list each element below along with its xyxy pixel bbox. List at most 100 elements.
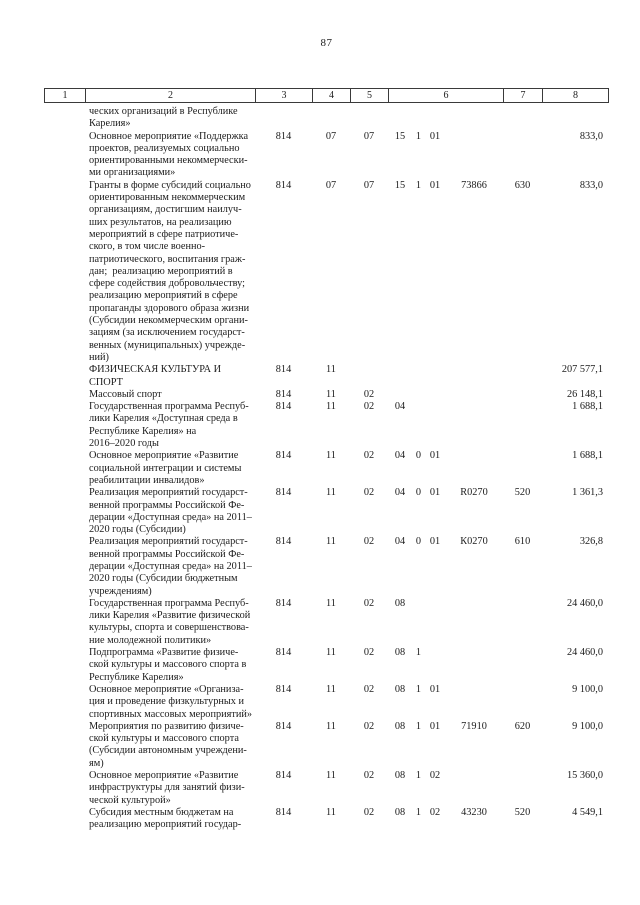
target-article-event	[425, 647, 445, 659]
cell-target-article: 04 0 01 К0270	[388, 536, 503, 548]
table-row: Массовый спорт 814 11 02 26 148,1	[44, 389, 609, 401]
cell-section-code: 11	[326, 401, 336, 413]
cell-subsection-code: 07	[363, 179, 375, 191]
cell-expense-type: 630	[514, 179, 531, 191]
cell-subsection-code: 02	[363, 683, 375, 695]
cell-expense-name: Массовый спорт	[89, 388, 162, 400]
cell-target-article: 08 1 01	[388, 684, 503, 696]
table-row: Гранты в форме субсидий социально ориент…	[44, 180, 609, 364]
target-article-event	[425, 598, 445, 610]
target-article-event: 01	[429, 179, 441, 191]
cell-subsection-code: 02	[363, 401, 375, 413]
target-article-direction	[445, 401, 503, 413]
target-article-event: 01	[429, 130, 441, 142]
cell-target-article: 08 1	[388, 647, 503, 659]
cell-grbs-code: 814	[275, 597, 292, 609]
target-article-program: 04	[394, 487, 406, 499]
column-header-7: 7	[504, 89, 543, 102]
cell-subsection-code: 02	[363, 536, 375, 548]
target-article-subprogram: 1	[415, 720, 422, 732]
column-header-6: 6	[389, 89, 504, 102]
page-number: 87	[320, 37, 333, 49]
cell-target-article: 15 1 01 73866	[388, 180, 503, 192]
cell-expense-name: Государственная программа Респуб- лики К…	[89, 597, 251, 646]
target-article-subprogram: 0	[415, 450, 422, 462]
cell-expense-name: Основное мероприятие «Поддержка проектов…	[89, 130, 249, 179]
target-article-direction	[445, 684, 503, 696]
budget-table: 1 2 3 4 5 6 7 8 ческих организаций в Рес…	[44, 88, 609, 832]
target-article-subprogram	[412, 401, 425, 413]
target-article-subprogram: 1	[415, 647, 422, 659]
cell-expense-name: Подпрограмма «Развитие физиче- ской куль…	[89, 647, 247, 683]
cell-expense-name: Гранты в форме субсидий социально ориент…	[89, 179, 251, 363]
table-row: Основное мероприятие «Организа- ция и пр…	[44, 684, 609, 721]
cell-subsection-code: 02	[363, 720, 375, 732]
cell-section-code: 11	[326, 450, 336, 462]
cell-section-code: 11	[326, 806, 336, 818]
target-article-event	[425, 401, 445, 413]
cell-section-code: 11	[326, 683, 336, 695]
table-row: Подпрограмма «Развитие физиче- ской куль…	[44, 647, 609, 684]
cell-expense-type: 520	[514, 487, 531, 499]
cell-amount: 1 688,1	[572, 401, 603, 413]
cell-amount: 1 361,3	[572, 487, 603, 499]
target-article-program: 08	[394, 770, 406, 782]
target-article-program: 15	[394, 179, 406, 191]
cell-amount: 24 460,0	[566, 597, 603, 609]
cell-section-code: 11	[326, 487, 336, 499]
cell-target-article: 08 1 02	[388, 770, 503, 782]
table-row: ФИЗИЧЕСКАЯ КУЛЬТУРА И СПОРТ 814 11 207 5…	[44, 364, 609, 389]
target-article-program: 04	[394, 536, 406, 548]
cell-expense-type: 520	[514, 806, 531, 818]
cell-target-article: 15 1 01	[388, 131, 503, 143]
cell-expense-name: ческих организаций в Республике Карелия»	[89, 106, 238, 130]
table-row: Основное мероприятие «Развитие инфрастру…	[44, 770, 609, 807]
cell-subsection-code: 02	[363, 450, 375, 462]
cell-target-article: 04 0 01	[388, 450, 503, 462]
target-article-event: 01	[429, 487, 441, 499]
target-article-program: 08	[394, 720, 406, 732]
cell-target-article: 04	[388, 401, 503, 413]
target-article-event: 01	[429, 450, 441, 462]
target-article-subprogram: 1	[415, 770, 422, 782]
target-article-subprogram: 1	[415, 806, 422, 818]
column-header-8: 8	[573, 90, 578, 101]
target-article-event: 01	[429, 683, 441, 695]
cell-expense-name: Основное мероприятие «Развитие социально…	[89, 450, 242, 486]
cell-grbs-code: 814	[275, 536, 292, 548]
cell-grbs-code: 814	[275, 364, 292, 376]
target-article-direction	[445, 131, 503, 143]
cell-target-article: 04 0 01 R0270	[388, 487, 503, 499]
cell-grbs-code: 814	[275, 487, 292, 499]
target-article-direction: 71910	[461, 720, 487, 732]
column-header-2: 2	[86, 89, 256, 102]
table-row: Основное мероприятие «Развитие социально…	[44, 450, 609, 487]
target-article-event: 02	[429, 770, 441, 782]
table-row: Государственная программа Респуб- лики К…	[44, 401, 609, 450]
cell-expense-name: Субсидия местным бюджетам на реализацию …	[89, 806, 242, 831]
cell-section-code: 07	[325, 130, 337, 142]
cell-amount: 833,0	[579, 130, 603, 142]
target-article-program: 08	[394, 806, 406, 818]
cell-amount: 9 100,0	[572, 683, 603, 695]
target-article-subprogram	[412, 598, 425, 610]
target-article-program: 08	[394, 647, 406, 659]
cell-subsection-code: 02	[363, 597, 375, 609]
cell-section-code: 11	[326, 536, 336, 548]
cell-grbs-code: 814	[275, 806, 292, 818]
target-article-subprogram: 0	[415, 536, 422, 548]
cell-grbs-code: 814	[275, 401, 292, 413]
cell-amount: 15 360,0	[566, 770, 603, 782]
cell-subsection-code: 07	[363, 130, 375, 142]
target-article-subprogram: 0	[415, 487, 422, 499]
cell-expense-name: Реализация мероприятий государст- венной…	[89, 487, 252, 536]
cell-target-article: 08 1 01 71910	[388, 721, 503, 733]
table-row: Реализация мероприятий государст- венной…	[44, 487, 609, 536]
column-header-1: 1	[45, 89, 86, 102]
target-article-subprogram: 1	[415, 683, 422, 695]
cell-subsection-code: 02	[363, 770, 375, 782]
cell-section-code: 11	[326, 388, 336, 400]
target-article-program: 04	[394, 450, 406, 462]
target-article-direction	[445, 770, 503, 782]
column-header-4: 4	[313, 89, 351, 102]
